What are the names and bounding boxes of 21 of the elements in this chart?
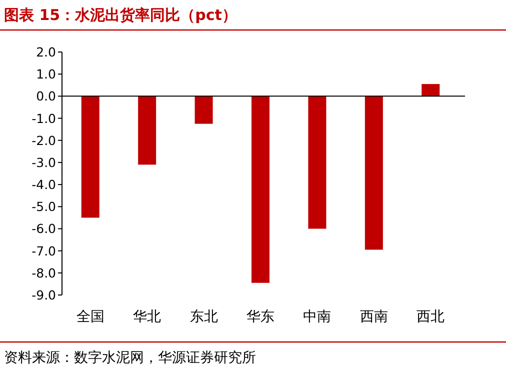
x-tick-label: 全国 bbox=[76, 309, 104, 325]
x-tick-label: 东北 bbox=[190, 309, 218, 325]
y-tick-label: -3.0 bbox=[32, 154, 56, 170]
y-tick-label: -5.0 bbox=[32, 199, 56, 214]
y-tick-label: -2.0 bbox=[32, 132, 56, 148]
text: 资料来源：数字水泥网，华源证券研究所 bbox=[4, 350, 256, 366]
chart-title: 图表 15：水泥出货率同比（pct） bbox=[4, 6, 237, 24]
y-tick-label: -4.0 bbox=[32, 177, 56, 192]
y-tick-label: 2.0 bbox=[36, 44, 56, 60]
x-tick-label: 华东 bbox=[246, 309, 274, 325]
y-tick-label: -6.0 bbox=[32, 221, 56, 236]
y-tick-label: -1.0 bbox=[32, 110, 56, 126]
y-tick-label: 1.0 bbox=[36, 66, 56, 82]
y-tick-label: 0.0 bbox=[36, 88, 56, 104]
y-tick-label: -7.0 bbox=[32, 243, 56, 258]
x-tick-label: 中南 bbox=[303, 309, 332, 325]
y-tick-label: -9.0 bbox=[32, 288, 56, 302]
x-tick-label: 西北 bbox=[416, 309, 445, 325]
x-tick-label: 西南 bbox=[360, 309, 388, 325]
x-tick-label: 华北 bbox=[133, 309, 162, 325]
y-tick-label: -8.0 bbox=[32, 265, 56, 280]
